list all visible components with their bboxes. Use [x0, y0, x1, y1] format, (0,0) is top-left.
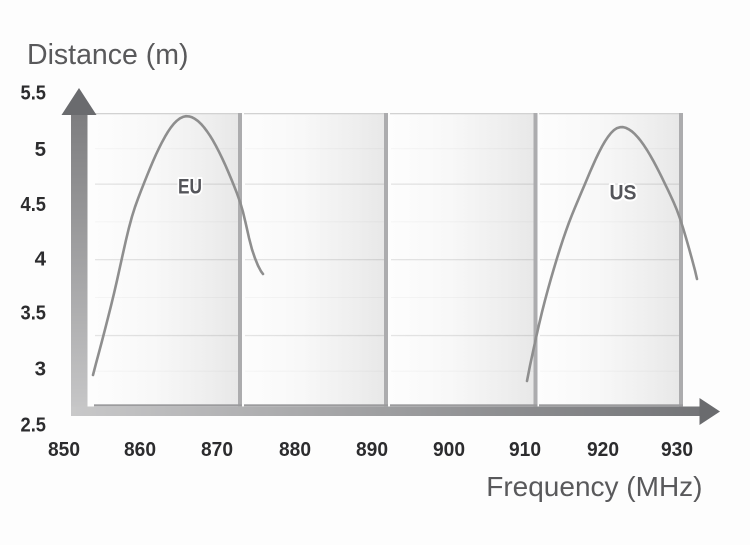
- svg-text:930: 930: [661, 438, 693, 461]
- svg-text:890: 890: [356, 438, 388, 461]
- svg-text:4: 4: [35, 248, 47, 271]
- svg-text:860: 860: [124, 438, 156, 461]
- svg-text:3.5: 3.5: [21, 301, 47, 324]
- svg-text:Distance (m): Distance (m): [27, 39, 189, 71]
- svg-text:Frequency (MHz): Frequency (MHz): [486, 471, 702, 502]
- svg-text:EU: EU: [178, 176, 202, 199]
- svg-text:5.5: 5.5: [21, 82, 47, 105]
- svg-text:3: 3: [35, 358, 46, 381]
- svg-text:880: 880: [279, 438, 311, 461]
- svg-text:910: 910: [509, 438, 541, 461]
- svg-text:2.5: 2.5: [21, 413, 47, 436]
- svg-text:5: 5: [35, 138, 46, 161]
- svg-text:870: 870: [201, 438, 233, 461]
- svg-text:US: US: [610, 182, 637, 205]
- svg-text:900: 900: [433, 438, 465, 461]
- svg-text:4.5: 4.5: [21, 193, 47, 216]
- svg-text:920: 920: [587, 438, 619, 461]
- svg-text:850: 850: [48, 438, 80, 461]
